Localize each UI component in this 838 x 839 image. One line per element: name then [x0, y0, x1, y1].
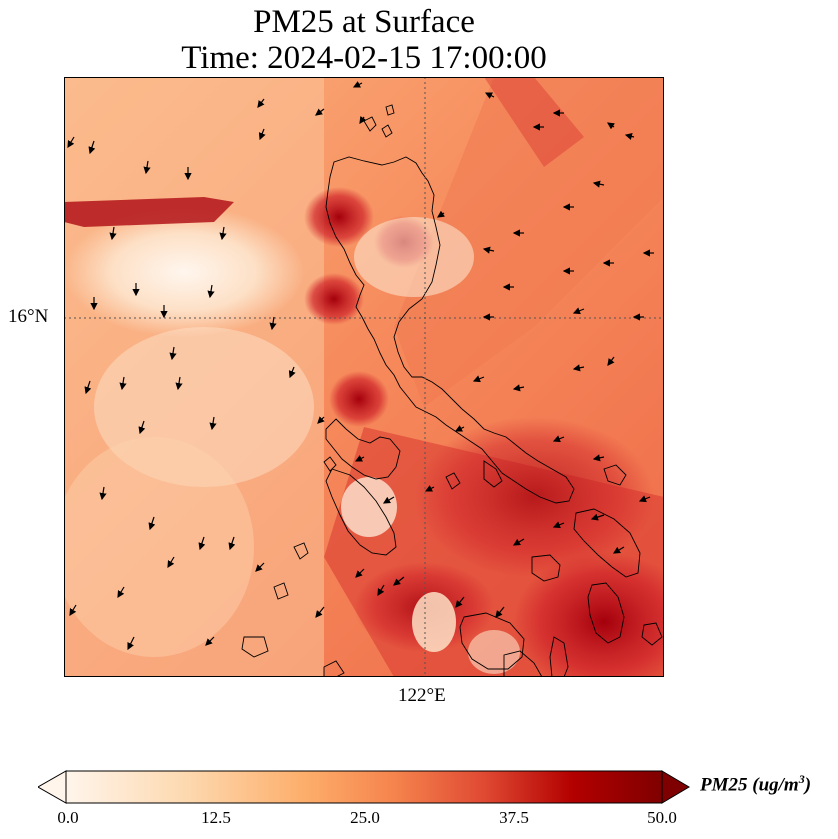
colorbar-extend-min — [38, 770, 67, 804]
map-title: PM25 at Surface — [253, 4, 475, 40]
coastlines — [241, 104, 663, 677]
masbate-coastline — [531, 554, 561, 582]
colorbar-tick-2: 25.0 — [350, 808, 380, 827]
pm25-map — [64, 77, 664, 677]
colorbar-tick-4: 50.0 — [647, 808, 677, 827]
panay-coastline — [459, 612, 525, 670]
colorbar-extend-max — [661, 770, 690, 804]
colorbar-tick-1: 12.5 — [201, 808, 231, 827]
colorbar — [38, 770, 690, 804]
lon-tick-label: 122°E — [398, 685, 446, 706]
negros-coastline — [503, 650, 543, 677]
manila-bay-shore — [325, 418, 401, 480]
colorbar-tick-0: 0.0 — [57, 808, 79, 827]
map-frame — [64, 77, 664, 677]
pm25-field-west-band — [64, 77, 324, 677]
map-time-subtitle: Time: 2024-02-15 17:00:00 — [181, 40, 547, 76]
samar-coastline — [573, 508, 641, 578]
leyte-coastline — [587, 582, 625, 644]
clean-air-patch — [64, 207, 304, 337]
pm25-field-northeast-band — [394, 77, 664, 407]
luzon-coastline — [325, 156, 575, 504]
colorbar-gradient — [65, 770, 663, 804]
colorbar-label: PM25 (ug/m3) — [700, 772, 812, 796]
hot-band-north — [64, 197, 234, 227]
mindoro-coastline — [325, 468, 397, 556]
wind-vectors — [67, 81, 654, 651]
lat-tick-label: 16°N — [8, 306, 49, 327]
cebu-coastline — [549, 636, 569, 677]
colorbar-tick-3: 37.5 — [499, 808, 529, 827]
